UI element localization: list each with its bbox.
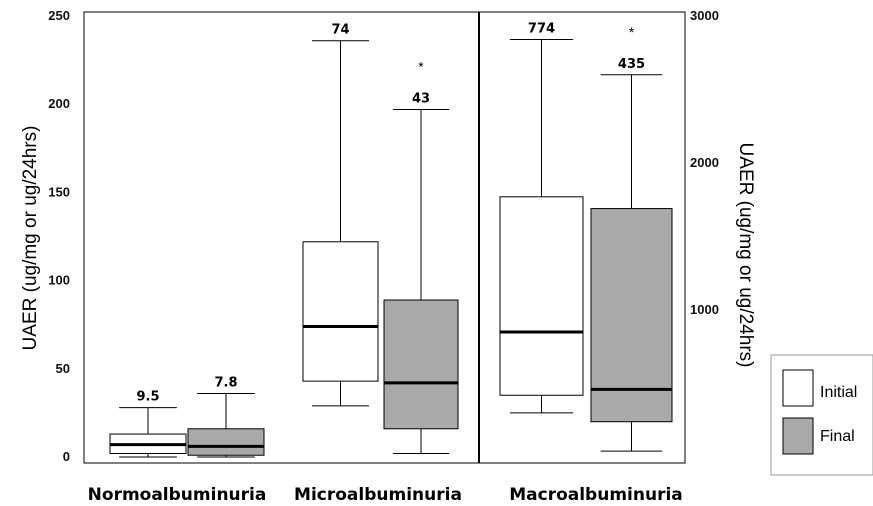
iqr-box (499, 196, 584, 396)
left-axis-title: UAER (ug/mg or ug/24hrs) (20, 126, 41, 351)
box-value-label: 774 (528, 22, 555, 37)
right-tick-label: 1000 (690, 302, 719, 317)
box-normoalbuminuria-initial: 9.5 (109, 390, 187, 458)
iqr-box (302, 241, 379, 382)
box-value-label: 7.8 (214, 375, 237, 390)
legend: Initial Final (770, 354, 873, 476)
right-tick-label: 3000 (690, 8, 719, 23)
legend-label-final: Final (820, 428, 855, 445)
iqr-box (590, 208, 673, 423)
category-label-micro: Microalbuminuria (294, 485, 462, 505)
significance-star: * (418, 58, 424, 74)
left-axis-ticks: 0 50 100 150 200 250 (48, 8, 70, 464)
left-tick-label: 100 (48, 273, 70, 288)
significance-star: * (629, 24, 635, 40)
box-value-label: 74 (331, 23, 349, 38)
legend-label-initial: Initial (820, 384, 857, 401)
box-value-label: 43 (412, 91, 430, 106)
box-normoalbuminuria-final: 7.8 (187, 375, 265, 458)
box-microalbuminuria-final: 43 * (383, 58, 459, 454)
box-value-label: 435 (618, 57, 645, 72)
iqr-box (187, 428, 265, 456)
left-tick-label: 250 (48, 8, 70, 23)
box-macroalbuminuria-initial: 774 (499, 22, 584, 414)
left-tick-label: 0 (63, 449, 70, 464)
category-label-macro: Macroalbuminuria (509, 485, 683, 505)
boxes-layer: 9.5 7.8 74 43 * 774 435 * (109, 22, 673, 458)
box-microalbuminuria-initial: 74 (302, 23, 379, 407)
box-macroalbuminuria-final: 435 * (590, 24, 673, 452)
legend-swatch-final (782, 417, 814, 455)
legend-swatch-initial (782, 369, 814, 407)
left-tick-label: 150 (48, 184, 70, 199)
iqr-box (383, 299, 459, 430)
right-axis-title: UAER (ug/mg or ug/24hrs) (735, 143, 756, 368)
right-tick-label: 2000 (690, 155, 719, 170)
plot-frame (83, 11, 686, 464)
category-label-normo: Normoalbuminuria (88, 485, 267, 505)
right-axis-ticks: 1000 2000 3000 (690, 8, 719, 317)
left-tick-label: 200 (48, 96, 70, 111)
box-value-label: 9.5 (136, 390, 159, 405)
left-tick-label: 50 (56, 361, 70, 376)
